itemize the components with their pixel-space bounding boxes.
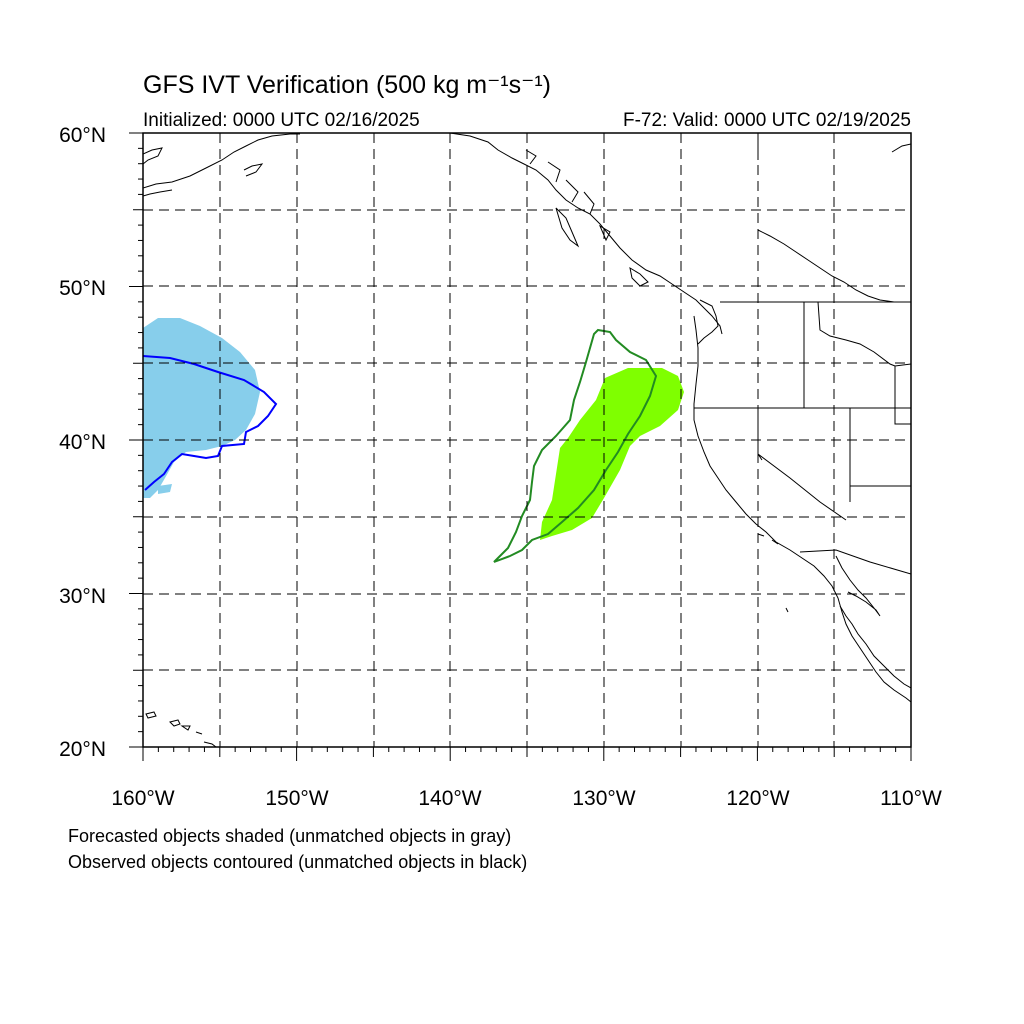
lat-label-50n: 50°N bbox=[59, 277, 106, 300]
lat-label-20n: 20°N bbox=[59, 738, 106, 761]
axis-ticks bbox=[129, 132, 912, 761]
lat-label-40n: 40°N bbox=[59, 431, 106, 454]
us-west-coastline bbox=[693, 315, 911, 703]
graticule bbox=[143, 133, 911, 747]
latitude-labels: 60°N 50°N 40°N 30°N 20°N bbox=[59, 124, 106, 761]
canada-inland-coast bbox=[757, 229, 911, 303]
map-title: GFS IVT Verification (500 kg m⁻¹s⁻¹) bbox=[143, 71, 551, 99]
lon-label-150w: 150°W bbox=[265, 787, 328, 810]
forecast-object-1 bbox=[143, 318, 260, 498]
observed-object-2 bbox=[493, 328, 658, 563]
bc-coastline bbox=[697, 299, 719, 345]
political-borders bbox=[694, 133, 911, 575]
observed-object-1 bbox=[143, 355, 278, 491]
lon-label-110w: 110°W bbox=[880, 787, 942, 810]
lon-label-160w: 160°W bbox=[111, 787, 174, 810]
coastlines bbox=[143, 133, 911, 747]
initialized-time: Initialized: 0000 UTC 02/16/2025 bbox=[143, 110, 420, 131]
forecast-object-2 bbox=[540, 368, 684, 540]
longitude-labels: 160°W 150°W 140°W 130°W 120°W 110°W bbox=[111, 787, 942, 810]
legend-observed-note: Observed objects contoured (unmatched ob… bbox=[68, 852, 528, 872]
lon-label-140w: 140°W bbox=[418, 787, 481, 810]
lat-label-60n: 60°N bbox=[59, 124, 106, 147]
channel-islands bbox=[757, 533, 789, 613]
islands-se-alaska bbox=[525, 149, 649, 287]
lat-label-30n: 30°N bbox=[59, 585, 106, 608]
hawaiian-islands bbox=[145, 711, 217, 747]
alaska-coastline bbox=[143, 133, 723, 335]
legend-forecast-note: Forecasted objects shaded (unmatched obj… bbox=[68, 826, 512, 846]
valid-time: F-72: Valid: 0000 UTC 02/19/2025 bbox=[623, 110, 911, 131]
baja-coastline bbox=[835, 555, 911, 689]
lon-label-120w: 120°W bbox=[726, 787, 789, 810]
lon-label-130w: 130°W bbox=[572, 787, 635, 810]
